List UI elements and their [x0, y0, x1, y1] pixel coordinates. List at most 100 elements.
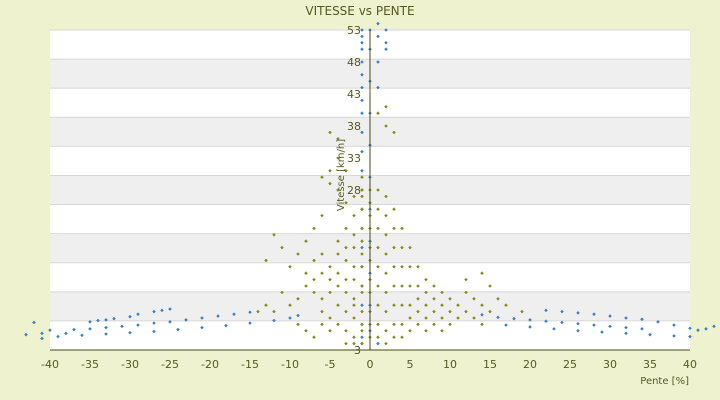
data-point [360, 226, 364, 231]
data-point [576, 329, 580, 333]
data-point [40, 331, 44, 336]
data-point [312, 226, 316, 231]
data-point [328, 169, 332, 173]
data-point [320, 213, 324, 218]
data-point [448, 309, 452, 314]
data-point [280, 245, 284, 250]
data-point [360, 60, 364, 64]
y-tick-label: 38 [347, 120, 361, 133]
data-point [328, 329, 332, 333]
x-tick-label: 15 [483, 358, 497, 371]
data-point [352, 213, 356, 218]
data-point [304, 284, 308, 288]
data-point [448, 322, 452, 327]
series-2 [256, 105, 524, 346]
data-point [56, 334, 60, 339]
data-point [176, 327, 180, 332]
data-point [576, 311, 580, 315]
data-point [136, 323, 140, 327]
data-point [560, 309, 564, 314]
data-point [96, 318, 100, 323]
data-point [376, 303, 380, 307]
data-point [384, 41, 388, 45]
x-tick-label: -15 [241, 358, 259, 371]
data-point [344, 309, 348, 314]
data-point [456, 303, 460, 307]
data-point [408, 284, 412, 288]
data-point [496, 297, 500, 301]
data-point [360, 98, 364, 103]
data-point [152, 329, 156, 334]
data-point [328, 290, 332, 295]
x-tick-label: -30 [121, 358, 139, 371]
data-point [416, 265, 420, 269]
data-point [384, 124, 388, 128]
data-point [560, 320, 564, 325]
data-point [376, 226, 380, 231]
data-point [104, 325, 108, 330]
data-point [272, 318, 276, 323]
data-point [416, 309, 420, 314]
data-point [400, 265, 404, 269]
data-point [392, 335, 396, 339]
data-point [376, 284, 380, 288]
data-point [48, 328, 52, 332]
data-point [360, 169, 364, 173]
data-point [80, 333, 84, 338]
data-point [576, 321, 580, 326]
data-point [320, 175, 324, 179]
x-tick-label: -20 [201, 358, 219, 371]
x-tick-label: -5 [325, 358, 336, 371]
data-point [312, 290, 316, 295]
data-point [456, 316, 460, 320]
x-tick-label: 0 [367, 358, 374, 371]
data-point [288, 316, 292, 320]
data-point [392, 226, 396, 231]
data-point [344, 245, 348, 250]
data-point [432, 284, 436, 288]
data-point [376, 21, 380, 26]
data-point [352, 194, 356, 199]
data-point [472, 316, 476, 320]
data-point [416, 322, 420, 327]
data-point [336, 188, 340, 192]
data-point [360, 245, 364, 250]
data-point [496, 315, 500, 320]
data-point [360, 341, 364, 346]
data-point [344, 169, 348, 173]
data-point [384, 213, 388, 218]
data-point [432, 322, 436, 327]
data-point [320, 309, 324, 314]
data-point [128, 314, 132, 319]
data-point [312, 277, 316, 282]
data-point [360, 322, 364, 327]
data-point [232, 312, 236, 316]
x-tick-label: -10 [281, 358, 299, 371]
data-point [264, 258, 268, 263]
data-point [400, 335, 404, 339]
series-1 [24, 21, 716, 346]
data-point [592, 312, 596, 316]
data-point [640, 317, 644, 322]
data-point [360, 130, 364, 135]
data-point [360, 34, 364, 39]
data-point [40, 336, 44, 341]
data-point [416, 297, 420, 301]
data-point [392, 284, 396, 288]
data-point [384, 271, 388, 275]
data-point [88, 320, 92, 324]
data-point [352, 277, 356, 282]
data-point [408, 265, 412, 269]
data-point [440, 303, 444, 307]
data-point [448, 297, 452, 301]
data-point [320, 322, 324, 327]
data-point [464, 277, 468, 282]
data-point [488, 284, 492, 288]
data-point [400, 303, 404, 307]
data-point [376, 60, 380, 64]
data-point [360, 265, 364, 269]
data-point [360, 41, 364, 45]
data-point [272, 309, 276, 314]
data-point [464, 309, 468, 314]
